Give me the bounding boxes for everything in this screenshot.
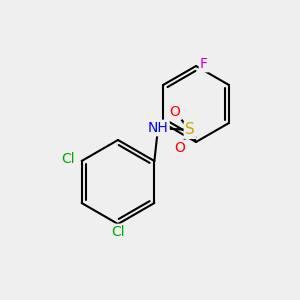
Text: S: S [185,122,195,137]
Text: O: O [169,105,180,119]
Text: Cl: Cl [111,225,125,239]
Text: F: F [200,57,208,71]
Text: Cl: Cl [61,152,74,166]
Text: NH: NH [148,121,168,135]
Text: O: O [175,141,185,155]
